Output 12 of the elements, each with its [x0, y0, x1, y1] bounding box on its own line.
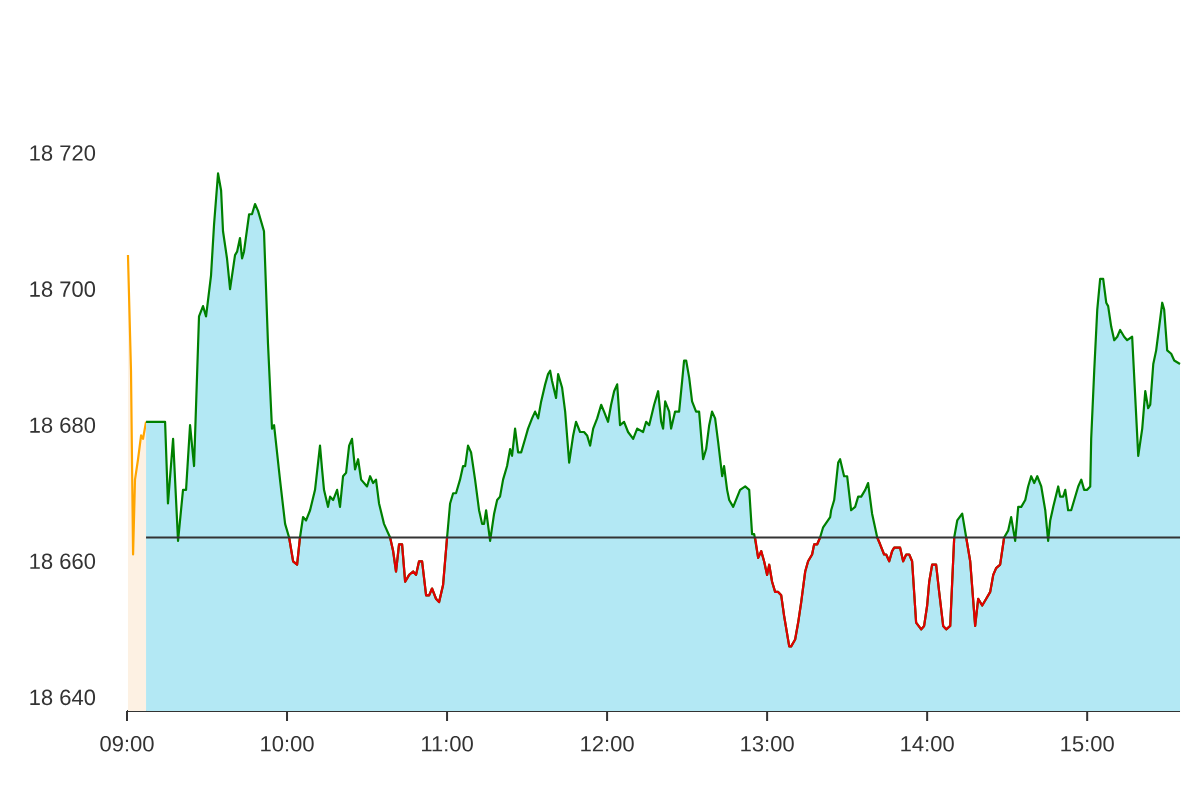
y-tick-label: 18 680 [30, 417, 96, 433]
x-tick-label: 11:00 [422, 736, 473, 752]
x-tick-label: 09:00 [100, 736, 154, 752]
y-tick-label: 18 700 [30, 281, 96, 297]
y-tick-label: 18 640 [30, 689, 96, 706]
y-tick-label: 18 660 [30, 553, 96, 570]
x-tick-label: 14:00 [901, 736, 954, 752]
x-tick-label: 10:00 [261, 736, 314, 752]
x-tick-label: 15:00 [1061, 736, 1114, 752]
y-tick-label: 18 720 [30, 145, 96, 161]
x-tick-label: 13:00 [741, 736, 794, 752]
x-tick-label: 12:00 [581, 736, 634, 752]
